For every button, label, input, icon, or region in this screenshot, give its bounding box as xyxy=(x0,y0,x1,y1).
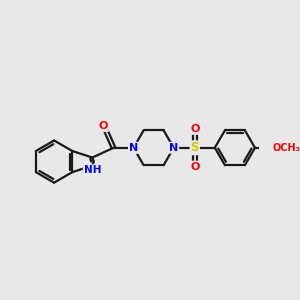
Text: N: N xyxy=(129,143,138,153)
Text: O: O xyxy=(190,124,200,134)
Text: N: N xyxy=(169,143,178,153)
Text: N: N xyxy=(129,143,138,153)
Text: O: O xyxy=(98,121,108,131)
Text: NH: NH xyxy=(84,165,101,175)
Text: OCH₃: OCH₃ xyxy=(273,143,300,153)
Text: O: O xyxy=(190,161,200,172)
Text: S: S xyxy=(190,141,199,154)
